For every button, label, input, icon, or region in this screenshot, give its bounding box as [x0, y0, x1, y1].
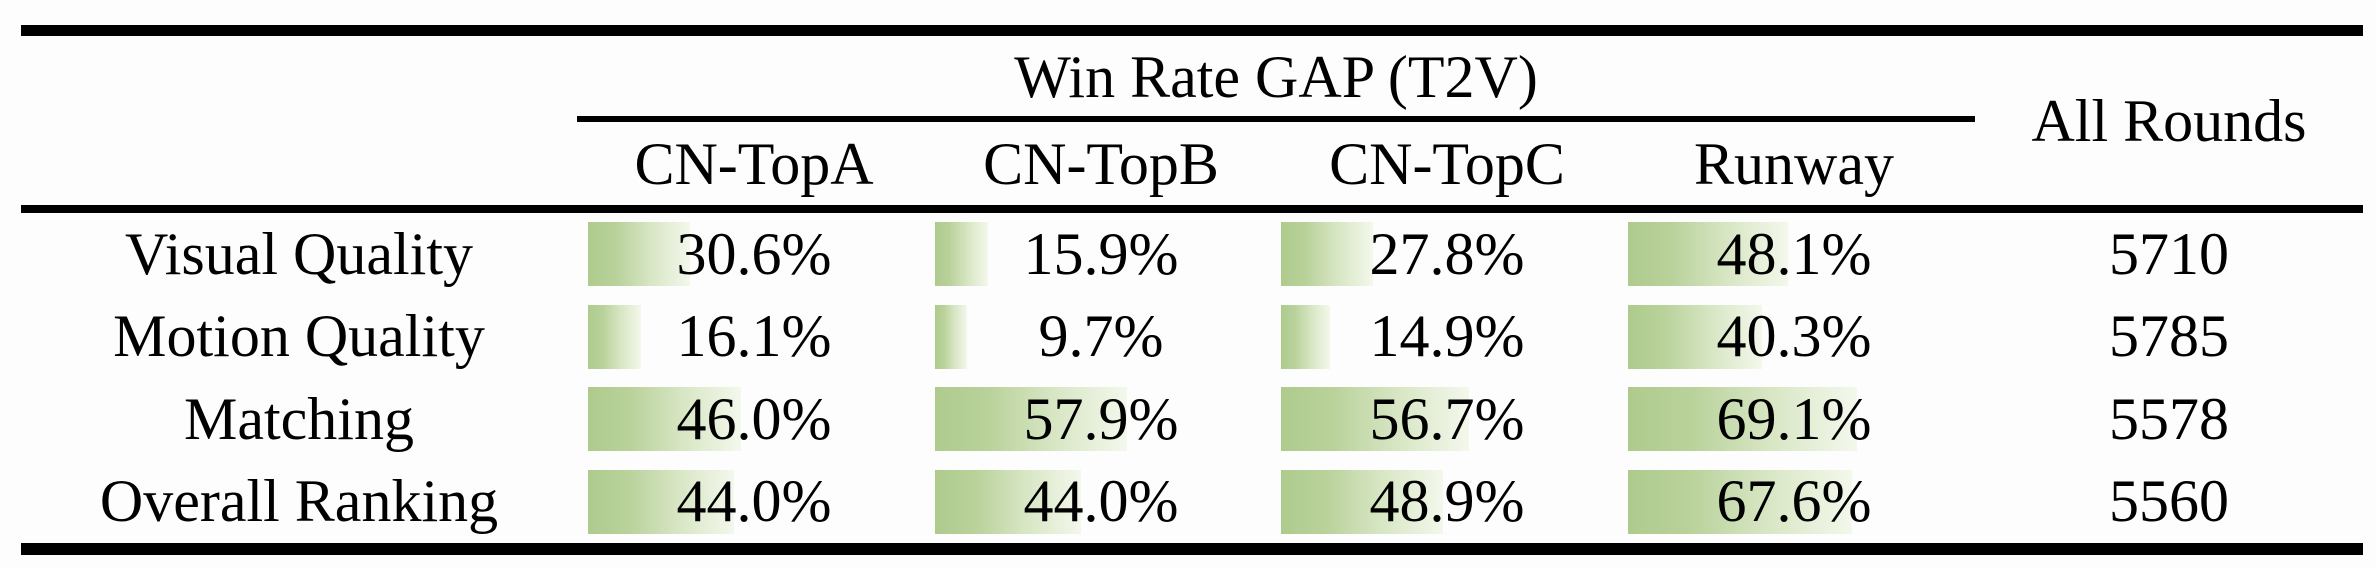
cell-value: 44.0%: [676, 468, 832, 535]
column-group-title: Win Rate GAP (T2V): [1014, 44, 1538, 110]
data-bar: [588, 469, 735, 534]
data-bar: [1628, 469, 1853, 534]
table-cell: 67.6%: [1628, 461, 1960, 544]
header-separator-rule: [21, 205, 2363, 213]
table-cell: 44.0%: [935, 461, 1267, 544]
data-bar: [1628, 387, 1858, 451]
cell-value: 16.1%: [676, 303, 832, 370]
table-bottom-rule: [21, 543, 2363, 555]
data-bar: [1281, 469, 1444, 534]
cell-value: 48.1%: [1716, 220, 1872, 287]
table-cell: 69.1%: [1628, 378, 1960, 461]
table-row: Overall Ranking 44.0% 44.0% 48.9% 67.6% …: [0, 461, 2376, 544]
all-rounds-value: 5560: [2109, 468, 2229, 535]
column-header-all-rounds: All Rounds: [2031, 87, 2307, 154]
table-row: Visual Quality 30.6% 15.9% 27.8% 48.1% 5…: [0, 213, 2376, 296]
cell-value: 40.3%: [1716, 303, 1872, 370]
data-bar: [1281, 222, 1374, 286]
data-bar: [1281, 387, 1470, 451]
row-label: Visual Quality: [124, 220, 474, 287]
cell-value: 56.7%: [1369, 385, 1525, 452]
data-bar: [1281, 304, 1331, 369]
data-bar: [1628, 304, 1762, 369]
all-rounds-value: 5578: [2109, 385, 2229, 452]
row-label: Overall Ranking: [99, 468, 499, 535]
table-row: Matching 46.0% 57.9% 56.7% 69.1% 5578: [0, 378, 2376, 461]
table-cell: 30.6%: [588, 213, 920, 296]
data-bar: [935, 469, 1082, 534]
row-label: Matching: [184, 385, 414, 452]
column-header-cn-topb: CN-TopB: [983, 131, 1219, 197]
table-top-rule: [21, 25, 2363, 36]
table-cell: 16.1%: [588, 296, 920, 379]
cell-value: 27.8%: [1369, 220, 1525, 287]
all-rounds-value: 5785: [2109, 303, 2229, 370]
cell-value: 44.0%: [1023, 468, 1179, 535]
cell-value: 9.7%: [1038, 303, 1164, 370]
table-cell: 40.3%: [1628, 296, 1960, 379]
row-label: Motion Quality: [113, 303, 485, 370]
table-cell: 48.9%: [1281, 461, 1613, 544]
data-bar: [588, 304, 642, 369]
table-cell: 44.0%: [588, 461, 920, 544]
cell-value: 67.6%: [1716, 468, 1872, 535]
all-rounds-value: 5710: [2109, 220, 2229, 287]
table-cell: 46.0%: [588, 378, 920, 461]
table-row: Motion Quality 16.1% 9.7% 14.9% 40.3% 57…: [0, 296, 2376, 379]
table-cell: 48.1%: [1628, 213, 1960, 296]
data-bar: [588, 387, 741, 451]
table-cell: 56.7%: [1281, 378, 1613, 461]
table-cell: 9.7%: [935, 296, 1267, 379]
cell-value: 14.9%: [1369, 303, 1525, 370]
cell-value: 15.9%: [1023, 220, 1179, 287]
column-header-runway: Runway: [1694, 131, 1894, 197]
cell-value: 57.9%: [1023, 385, 1179, 452]
data-bar: [588, 222, 690, 286]
column-header-cn-topa: CN-TopA: [634, 131, 874, 197]
data-bar: [935, 387, 1128, 451]
data-bar: [935, 304, 968, 369]
table-cell: 27.8%: [1281, 213, 1613, 296]
data-bar: [935, 222, 988, 286]
table-cell: 57.9%: [935, 378, 1267, 461]
cell-value: 69.1%: [1716, 385, 1872, 452]
table-cell: 14.9%: [1281, 296, 1613, 379]
data-bar: [1628, 222, 1788, 286]
cell-value: 48.9%: [1369, 468, 1525, 535]
cell-value: 46.0%: [676, 385, 832, 452]
group-span-rule: [577, 116, 1975, 122]
cell-value: 30.6%: [676, 220, 832, 287]
table-cell: 15.9%: [935, 213, 1267, 296]
column-header-cn-topc: CN-TopC: [1329, 131, 1565, 197]
